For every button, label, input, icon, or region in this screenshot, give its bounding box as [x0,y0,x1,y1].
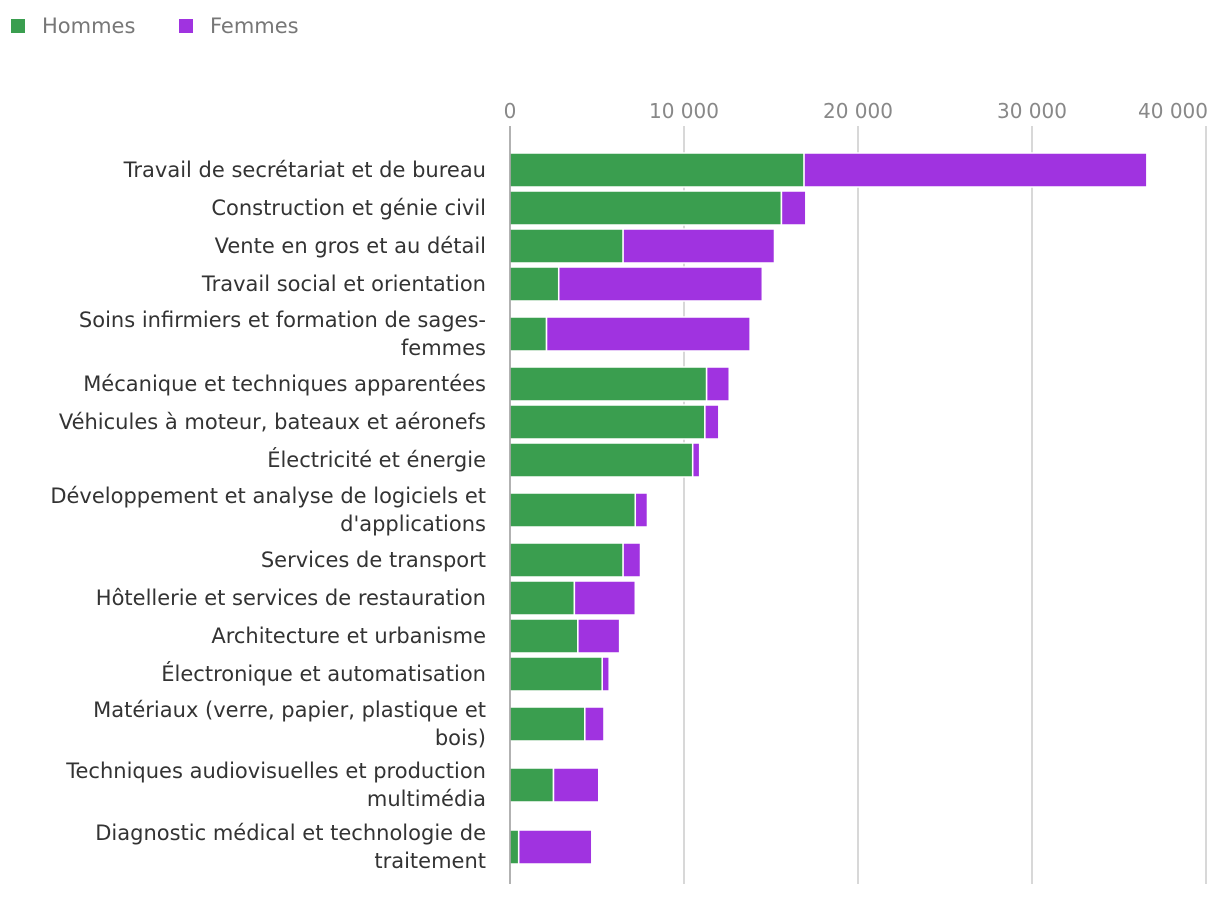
category-label: Soins infirmiers et formation de sages-f… [79,308,486,360]
bar-hommes [509,366,708,402]
bar-femmes [622,542,642,578]
bar-hommes [509,266,560,302]
bar-hommes [509,316,548,352]
category-label: Mécanique et techniques apparentées [83,372,486,396]
bar-femmes [584,706,605,742]
bar-hommes [509,542,624,578]
category-label: Électricité et énergie [267,447,486,472]
category-label: Développement et analyse de logiciels et… [50,484,486,536]
category-label: Vente en gros et au détail [215,234,486,258]
bar-hommes [509,767,555,803]
x-axis-tick-labels: 0 10 000 20 000 30 000 40 000 [504,99,1208,123]
category-label: Travail social et orientation [201,272,486,296]
bars [509,152,1148,865]
category-label: Hôtellerie et services de restauration [96,586,486,610]
category-label: Architecture et urbanisme [211,624,486,648]
category-label: Travail de secrétariat et de bureau [123,158,486,182]
bar-hommes [509,152,805,188]
category-label: Diagnostic médical et technologie de trai… [95,821,486,873]
x-tick-label: 30 000 [997,99,1067,123]
category-label: Techniques audiovisuelles et production m… [65,759,486,811]
bar-femmes [552,767,600,803]
bar-femmes [557,266,764,302]
bar-femmes [803,152,1148,188]
bar-hommes [509,404,706,440]
legend-label-femmes: Femmes [210,14,299,38]
bar-femmes [622,228,776,264]
legend-swatch-femmes [179,19,193,33]
bar-femmes [577,618,621,654]
bar-femmes [601,656,610,692]
y-axis-category-labels: Travail de secrétariat et de bureau Const… [50,158,486,873]
bar-hommes [509,442,694,478]
bar-femmes [573,580,637,616]
bar-femmes [704,404,720,440]
gridlines [683,126,1207,884]
category-label: Électronique et automatisation [161,661,486,686]
x-tick-label: 20 000 [823,99,893,123]
bar-hommes [509,618,579,654]
bar-hommes [509,829,520,865]
bar-femmes [705,366,730,402]
bar-femmes [634,492,649,528]
x-tick-label: 40 000 [1138,99,1208,123]
bar-femmes [691,442,701,478]
category-label: Véhicules à moteur, bateaux et aéronefs [59,410,486,434]
category-label: Services de transport [261,548,486,572]
bar-femmes [545,316,751,352]
x-tick-label: 0 [504,99,517,123]
bar-hommes [509,706,586,742]
bar-hommes [509,580,576,616]
bar-hommes [509,492,637,528]
category-label: Construction et génie civil [211,196,486,220]
legend: Hommes Femmes [11,14,299,38]
bar-femmes [517,829,593,865]
bar-hommes [509,656,603,692]
legend-swatch-hommes [11,19,25,33]
bar-hommes [509,190,783,226]
x-tick-label: 10 000 [649,99,719,123]
bar-hommes [509,228,624,264]
legend-label-hommes: Hommes [42,14,135,38]
bar-femmes [780,190,807,226]
category-label: Matériaux (verre, papier, plastique et bo… [93,698,486,750]
